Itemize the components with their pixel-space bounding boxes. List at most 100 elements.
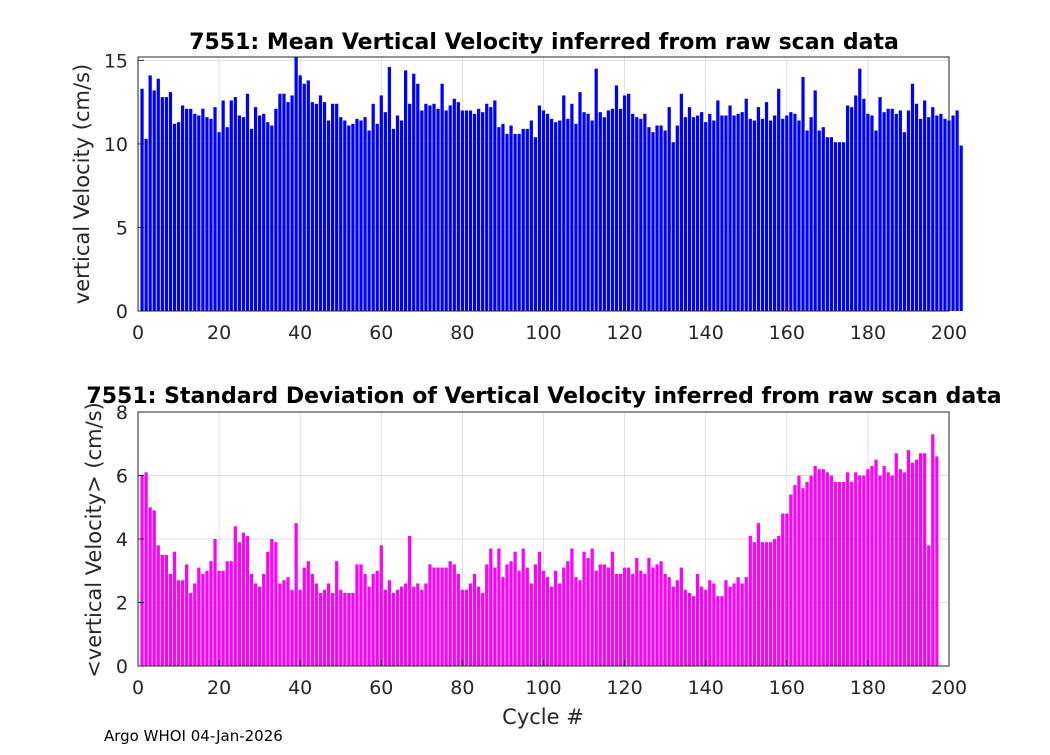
x-tick-label: 140 (688, 677, 724, 699)
x-tick-label: 40 (288, 322, 312, 344)
bar (959, 145, 963, 311)
bar (172, 123, 177, 311)
bar (351, 123, 355, 311)
bar (866, 469, 870, 666)
bar (914, 459, 919, 667)
bar (752, 120, 756, 311)
bar (233, 526, 237, 666)
bar (310, 102, 314, 312)
bar (172, 551, 177, 666)
bar (732, 583, 736, 666)
bar (858, 68, 862, 311)
bar (432, 567, 436, 666)
bar (355, 118, 359, 311)
bar (833, 142, 838, 311)
bar (217, 570, 221, 666)
bar (622, 567, 627, 666)
bar (809, 117, 813, 311)
bar (339, 117, 343, 311)
bar (781, 513, 785, 666)
y-tick-label: 6 (116, 466, 128, 488)
bar (574, 123, 578, 311)
bar (331, 103, 335, 311)
bar (322, 102, 327, 312)
bar (582, 112, 586, 311)
x-tick-label: 0 (132, 322, 144, 344)
bar (602, 117, 606, 311)
bar (663, 573, 667, 666)
bar (752, 542, 756, 666)
bar (890, 108, 894, 311)
bar (245, 535, 250, 666)
bar (708, 580, 712, 666)
bar (935, 456, 939, 666)
bar (375, 123, 379, 311)
bar (545, 577, 550, 666)
bar (931, 434, 935, 666)
bar (720, 596, 724, 666)
x-tick-labels: 0 20 40 60 80 100 120 140 160 180 200 (132, 305, 967, 344)
bar (363, 573, 367, 666)
bar (618, 108, 623, 311)
bar (898, 110, 902, 311)
bar (906, 110, 911, 311)
bar (821, 127, 825, 312)
bar (221, 100, 225, 311)
bar (497, 127, 501, 312)
bar (647, 127, 651, 312)
bar (614, 573, 619, 666)
bar (574, 577, 578, 666)
bar (655, 564, 659, 666)
bar (760, 118, 765, 311)
x-tick-label: 80 (450, 677, 474, 699)
bar (477, 586, 481, 667)
bar (683, 117, 688, 311)
bar (643, 573, 647, 666)
bar (335, 561, 339, 666)
bar (201, 108, 205, 311)
bar (882, 465, 886, 666)
bar (262, 573, 266, 666)
bar (391, 592, 396, 666)
bar (270, 539, 274, 666)
bar (189, 592, 193, 666)
bar (217, 132, 221, 311)
bar (549, 118, 554, 311)
bar (704, 122, 708, 311)
chart-title: 7551: Mean Vertical Velocity inferred fr… (189, 30, 899, 55)
x-tick-label: 20 (207, 322, 231, 344)
bar (404, 70, 408, 312)
bar (675, 580, 679, 666)
bar (667, 107, 671, 311)
bar (485, 103, 489, 311)
bar (448, 105, 452, 312)
bar (404, 583, 408, 666)
bar (408, 535, 412, 666)
bar (481, 112, 485, 311)
bar (266, 122, 270, 311)
bar (898, 469, 902, 666)
bar (841, 142, 846, 311)
bar (602, 564, 606, 666)
bar (497, 548, 501, 666)
bar (209, 118, 213, 311)
bar (841, 481, 846, 666)
x-tick-label: 40 (288, 677, 312, 699)
bar (695, 115, 700, 312)
bar-series (140, 434, 939, 667)
bar (651, 567, 655, 666)
x-tick-label: 20 (207, 677, 231, 699)
bar (874, 130, 878, 311)
bar (533, 564, 538, 666)
bar (918, 453, 923, 666)
bar (679, 567, 683, 666)
bar (529, 583, 533, 666)
bar (744, 98, 748, 311)
bar (554, 122, 558, 311)
bar (854, 95, 858, 312)
bar (951, 115, 955, 312)
bar (768, 542, 773, 666)
bar (140, 475, 144, 666)
bar (866, 113, 870, 311)
bar (521, 548, 525, 666)
